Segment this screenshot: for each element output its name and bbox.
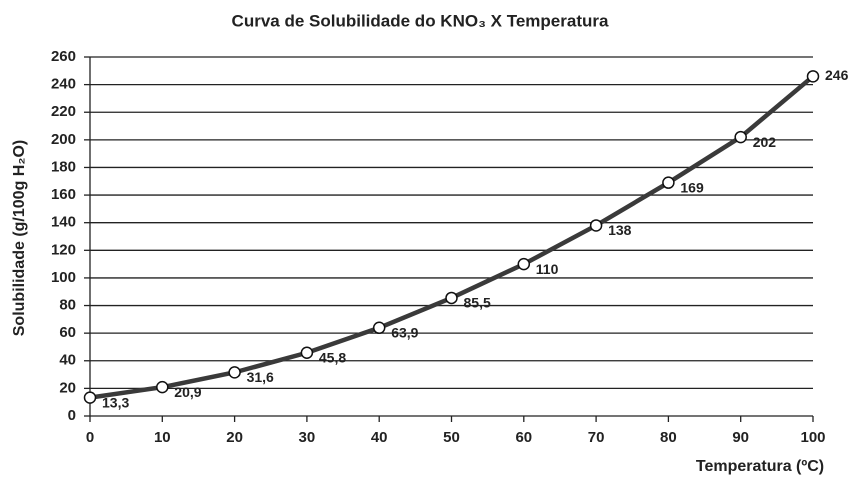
x-tick-label: 40	[371, 429, 388, 446]
data-label: 85,5	[464, 295, 491, 311]
x-tick-label: 100	[800, 429, 825, 446]
data-label: 13,3	[102, 394, 129, 410]
y-tick-label: 200	[51, 131, 76, 148]
y-tick-label: 40	[59, 352, 76, 369]
y-tick-label: 180	[51, 158, 76, 175]
data-label: 31,6	[247, 369, 274, 385]
y-tick-label: 240	[51, 76, 76, 93]
x-tick-label: 10	[154, 429, 171, 446]
data-label: 110	[536, 261, 559, 277]
x-tick-label: 30	[299, 429, 316, 446]
x-tick-label: 20	[226, 429, 243, 446]
data-label: 63,9	[391, 324, 418, 340]
data-label: 169	[680, 179, 704, 195]
data-label: 45,8	[319, 349, 346, 365]
y-tick-label: 140	[51, 214, 76, 231]
y-axis-label: Solubilidade (g/100g H₂O)	[11, 140, 28, 336]
point	[662, 176, 675, 189]
x-tick-label: 0	[86, 429, 94, 446]
x-tick-label: 90	[732, 429, 749, 446]
y-tick-label: 80	[59, 297, 76, 314]
y-tick-label: 0	[68, 407, 76, 424]
data-label: 20,9	[174, 384, 201, 400]
y-tick-label: 160	[51, 186, 76, 203]
data-label: 138	[608, 222, 632, 238]
point	[517, 257, 531, 271]
y-tick-label: 220	[51, 103, 76, 120]
y-tick-label: 100	[51, 269, 76, 286]
data-label: 202	[753, 134, 777, 150]
y-tick-label: 20	[59, 379, 76, 396]
x-tick-label: 60	[515, 429, 532, 446]
y-tick-label: 260	[51, 48, 76, 65]
y-tick-label: 120	[51, 241, 76, 258]
point	[83, 391, 97, 404]
point	[228, 366, 241, 379]
point	[806, 70, 820, 83]
point	[589, 219, 603, 232]
x-tick-label: 80	[660, 429, 677, 446]
point	[372, 321, 386, 335]
point	[445, 291, 458, 305]
y-tick-label: 60	[59, 324, 76, 341]
point	[156, 380, 169, 394]
data-label: 246	[825, 67, 849, 83]
chart-title: Curva de Solubilidade do KNO₃ X Temperat…	[232, 11, 609, 30]
x-tick-label: 70	[588, 429, 605, 446]
point	[734, 130, 747, 144]
x-axis-label: Temperatura (ºC)	[696, 458, 824, 475]
x-tick-label: 50	[443, 429, 460, 446]
point	[300, 346, 314, 360]
